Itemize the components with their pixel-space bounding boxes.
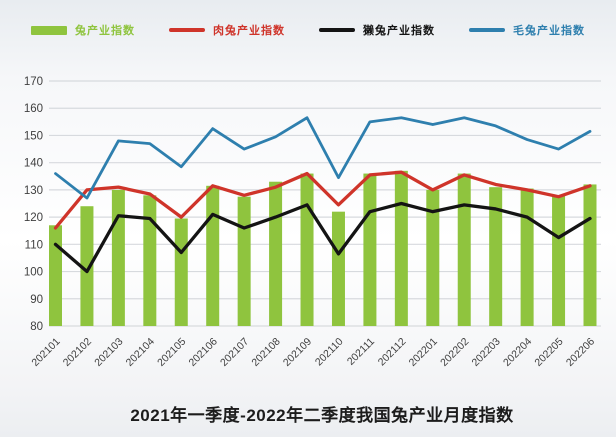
bar-202104 bbox=[143, 195, 157, 326]
y-axis-tick-label: 130 bbox=[24, 185, 43, 197]
legend-line-swatch-icon bbox=[319, 28, 355, 32]
y-axis-tick-label: 150 bbox=[24, 130, 43, 142]
bar-202101 bbox=[49, 225, 62, 326]
bar-202103 bbox=[111, 189, 125, 326]
x-axis-tick-label: 202103 bbox=[92, 336, 125, 369]
x-axis-tick-label: 202107 bbox=[218, 336, 251, 369]
bar-202106 bbox=[206, 185, 220, 326]
x-axis-tick-label: 202110 bbox=[313, 336, 346, 369]
x-axis-tick-label: 202104 bbox=[124, 336, 157, 369]
y-axis-tick-label: 100 bbox=[24, 267, 43, 279]
bar-202201 bbox=[426, 189, 440, 326]
legend-label: 獭兔产业指数 bbox=[363, 25, 435, 37]
x-axis-tick-label: 202105 bbox=[155, 336, 188, 369]
bar-202202 bbox=[457, 173, 471, 326]
y-axis-tick-label: 80 bbox=[30, 321, 43, 333]
bar-202105 bbox=[174, 218, 188, 326]
y-axis-tick-label: 140 bbox=[24, 158, 43, 170]
chart-legend: 兔产业指数 肉兔产业指数 獭兔产业指数 毛兔产业指数 bbox=[0, 22, 616, 38]
bar-202102 bbox=[80, 206, 94, 326]
bar-202205 bbox=[552, 195, 566, 326]
monthly-index-chart: 80 90 100 110 120 130 140 150 160 170 202101202102… bbox=[23, 76, 598, 369]
legend-bar-swatch-icon bbox=[31, 25, 67, 35]
x-axis-tick-label: 202204 bbox=[501, 336, 534, 369]
legend-label: 毛兔产业指数 bbox=[513, 25, 585, 37]
bar-202107 bbox=[237, 196, 251, 326]
legend-item-rex-rabbit-index: 獭兔产业指数 bbox=[319, 22, 435, 38]
x-axis-tick-label: 202102 bbox=[61, 336, 94, 369]
x-axis-tick-label: 202106 bbox=[187, 336, 220, 369]
legend-item-total-rabbit-index: 兔产业指数 bbox=[31, 22, 135, 38]
bar-202109 bbox=[300, 173, 314, 326]
x-axis-tick-label: 202111 bbox=[345, 336, 377, 368]
line-series bbox=[53, 170, 592, 230]
y-axis-tick-label: 90 bbox=[30, 294, 43, 306]
legend-line-swatch-icon bbox=[469, 28, 505, 32]
x-axis-tick-label: 202202 bbox=[438, 336, 471, 369]
x-axis-tick-label: 202109 bbox=[281, 336, 314, 369]
x-axis-tick-label: 202112 bbox=[376, 336, 409, 369]
y-axis-tick-label: 160 bbox=[24, 103, 43, 115]
bar-202108 bbox=[269, 181, 283, 326]
y-axis-tick-label: 120 bbox=[24, 212, 43, 224]
y-axis-tick-label: 170 bbox=[24, 76, 43, 88]
bar-202206 bbox=[583, 184, 597, 326]
x-axis-tick-label: 202201 bbox=[407, 336, 440, 369]
legend-line-swatch-icon bbox=[169, 28, 205, 32]
line-series bbox=[53, 201, 592, 274]
line-series bbox=[54, 116, 592, 200]
x-axis-tick-label: 202206 bbox=[564, 336, 597, 369]
bar-202111 bbox=[363, 173, 377, 326]
legend-label: 肉兔产业指数 bbox=[213, 25, 285, 37]
bar-202203 bbox=[489, 187, 503, 326]
x-axis-tick-label: 202203 bbox=[470, 336, 503, 369]
bar-202110 bbox=[331, 211, 345, 326]
x-axis-tick-label: 202108 bbox=[249, 336, 282, 369]
y-axis-tick-label: 110 bbox=[25, 239, 43, 251]
x-axis-tick-label: 202101 bbox=[29, 336, 62, 369]
legend-item-wool-rabbit-index: 毛兔产业指数 bbox=[469, 22, 585, 38]
bar-202204 bbox=[520, 188, 534, 326]
bar-202112 bbox=[394, 170, 408, 326]
chart-title: 2021年一季度-2022年二季度我国兔产业月度指数 bbox=[130, 406, 514, 425]
x-axis-tick-label: 202205 bbox=[532, 336, 565, 369]
legend-label: 兔产业指数 bbox=[75, 25, 135, 37]
legend-item-meat-rabbit-index: 肉兔产业指数 bbox=[169, 22, 285, 38]
